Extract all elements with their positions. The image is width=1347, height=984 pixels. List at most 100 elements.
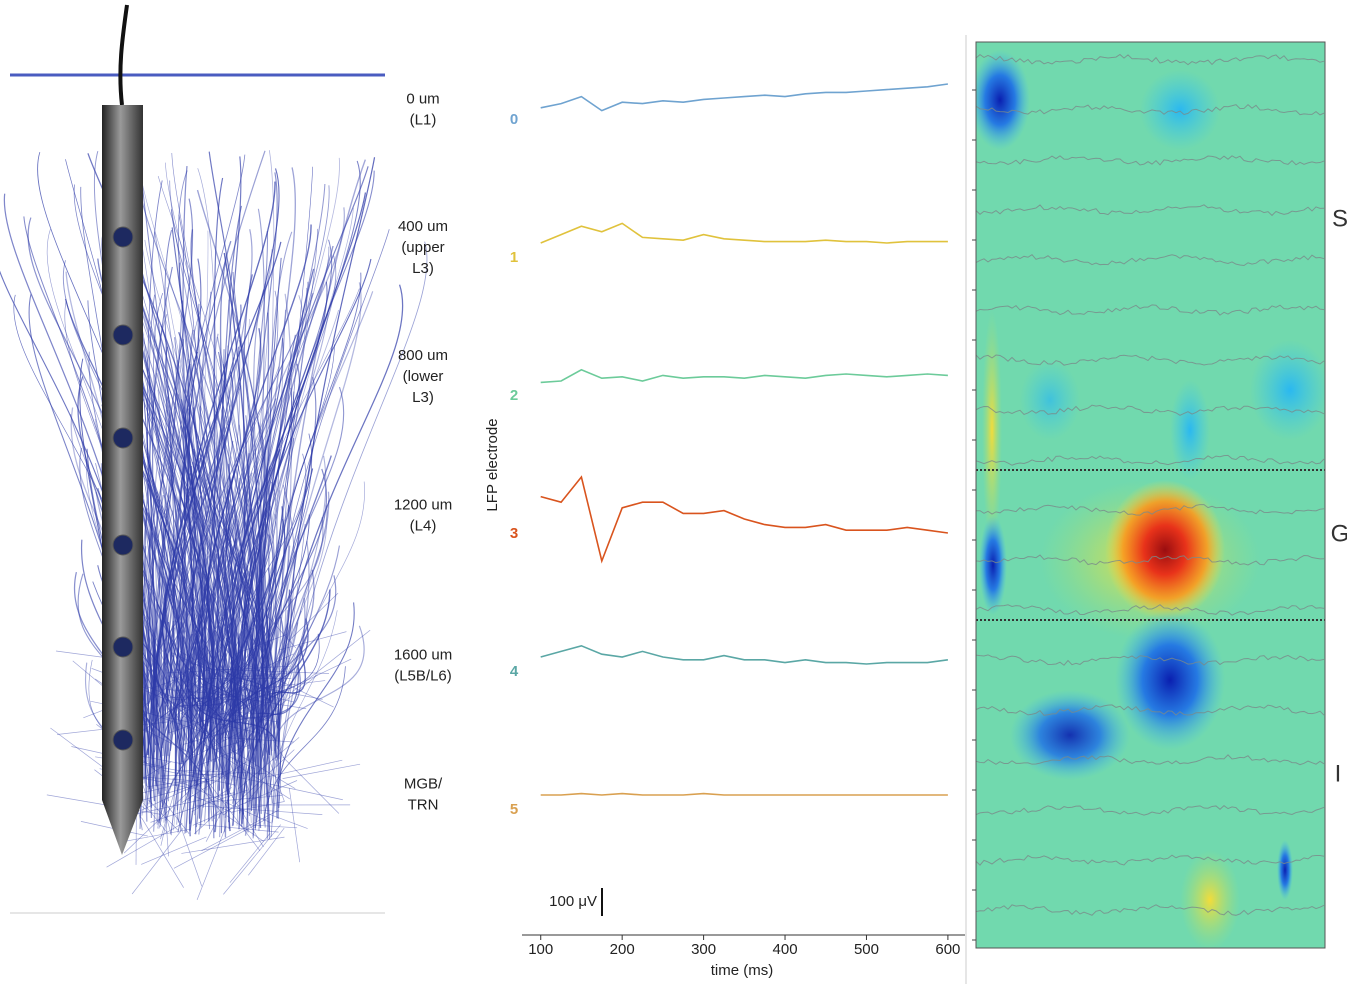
- basal-dendrite: [218, 676, 238, 718]
- basal-dendrite: [193, 810, 219, 835]
- basal-dendrite: [180, 712, 222, 749]
- lfp-trace: [540, 222, 948, 244]
- basal-dendrite: [241, 672, 293, 678]
- basal-dendrite: [106, 823, 183, 868]
- dendrite: [148, 625, 173, 805]
- basal-dendrite: [150, 789, 249, 823]
- dendrite: [257, 455, 332, 828]
- x-tick-label: 300: [691, 941, 716, 958]
- basal-dendrite: [206, 722, 211, 754]
- dendrite: [190, 224, 312, 772]
- basal-dendrite: [287, 624, 309, 674]
- depth-label: (L4): [410, 517, 437, 534]
- basal-dendrite: [227, 789, 264, 848]
- dendrite: [144, 621, 172, 764]
- basal-dendrite: [131, 775, 209, 783]
- dendrite: [227, 463, 273, 761]
- series-label: 3: [510, 525, 518, 542]
- basal-dendrite: [183, 704, 205, 762]
- dendrite: [228, 299, 258, 822]
- dendrite: [221, 663, 301, 736]
- x-tick-label: 400: [773, 941, 798, 958]
- dendrite: [255, 228, 318, 831]
- dendrite: [216, 453, 307, 736]
- zone-label: S: [1332, 205, 1347, 232]
- basal-dendrite: [282, 652, 303, 682]
- basal-dendrite: [244, 781, 265, 805]
- zone-label: I: [1335, 760, 1342, 787]
- dendrite: [266, 159, 366, 839]
- dendrite: [152, 241, 282, 722]
- basal-dendrite: [220, 754, 291, 800]
- basal-dendrite: [192, 614, 203, 663]
- basal-dendrite: [181, 836, 285, 854]
- dendrite: [46, 229, 157, 722]
- series-label: 4: [510, 663, 519, 680]
- basal-dendrite: [160, 785, 177, 840]
- basal-dendrite: [210, 689, 285, 736]
- dendrite: [178, 214, 212, 745]
- x-tick-label: 100: [528, 941, 553, 958]
- basal-dendrite: [205, 794, 231, 842]
- basal-dendrite: [249, 658, 352, 708]
- basal-dendrite: [223, 749, 295, 816]
- basal-dendrite: [160, 807, 171, 846]
- dendrite: [225, 166, 369, 792]
- lfp-trace: [540, 368, 948, 384]
- basal-dendrite: [181, 761, 247, 804]
- basal-dendrite: [233, 634, 288, 655]
- basal-dendrite: [229, 748, 296, 790]
- csd-trace: [976, 254, 1325, 267]
- dendrite: [234, 378, 291, 807]
- csd-trace: [976, 454, 1325, 466]
- basal-dendrite: [199, 656, 261, 698]
- basal-dendrite: [205, 687, 263, 754]
- basal-dendrite: [162, 770, 235, 786]
- basal-dendrite: [263, 744, 285, 802]
- dendrite: [244, 634, 254, 772]
- dendrite: [250, 157, 340, 762]
- dendrite: [274, 309, 286, 706]
- depth-label: (upper: [401, 239, 444, 256]
- lfp-trace: [540, 83, 949, 112]
- csd-trace: [976, 204, 1325, 217]
- basal-dendrite: [233, 610, 265, 656]
- depth-label: 1200 um: [394, 496, 452, 513]
- dendrite: [158, 633, 204, 775]
- lfp-trace: [540, 475, 949, 564]
- depth-label: L3): [412, 389, 434, 406]
- basal-dendrite: [223, 701, 242, 732]
- dendrite: [209, 348, 240, 779]
- dendrite: [213, 453, 250, 839]
- basal-dendrite: [131, 706, 211, 736]
- dendrite: [153, 549, 227, 807]
- basal-dendrite: [182, 730, 233, 745]
- dendrite: [156, 373, 242, 814]
- x-tick-label: 600: [935, 941, 960, 958]
- dendrite: [13, 294, 164, 757]
- probe-contacts: [112, 226, 134, 751]
- basal-dendrite: [241, 688, 294, 703]
- dendrite: [252, 281, 270, 733]
- dendrite: [219, 185, 330, 838]
- basal-dendrite: [154, 775, 172, 836]
- dendrite: [239, 258, 372, 711]
- basal-dendrite: [146, 780, 189, 788]
- dendrite: [184, 363, 229, 795]
- basal-dendrite: [206, 780, 261, 851]
- dendrite: [263, 666, 346, 821]
- basal-dendrite: [229, 833, 271, 883]
- dendrite: [157, 351, 222, 705]
- basal-dendrite: [245, 648, 287, 697]
- dendrite: [260, 618, 268, 748]
- depth-label: (lower: [403, 368, 444, 385]
- x-axis-label: time (ms): [711, 962, 774, 979]
- dendrite: [190, 513, 266, 766]
- basal-dendrite: [160, 675, 217, 718]
- dendrite: [254, 167, 297, 752]
- depth-label: 1600 um: [394, 646, 452, 663]
- dendrite: [203, 436, 276, 754]
- y-axis-label: LFP electrode: [484, 418, 501, 511]
- basal-dendrite: [150, 675, 187, 690]
- dendrite: [219, 240, 237, 826]
